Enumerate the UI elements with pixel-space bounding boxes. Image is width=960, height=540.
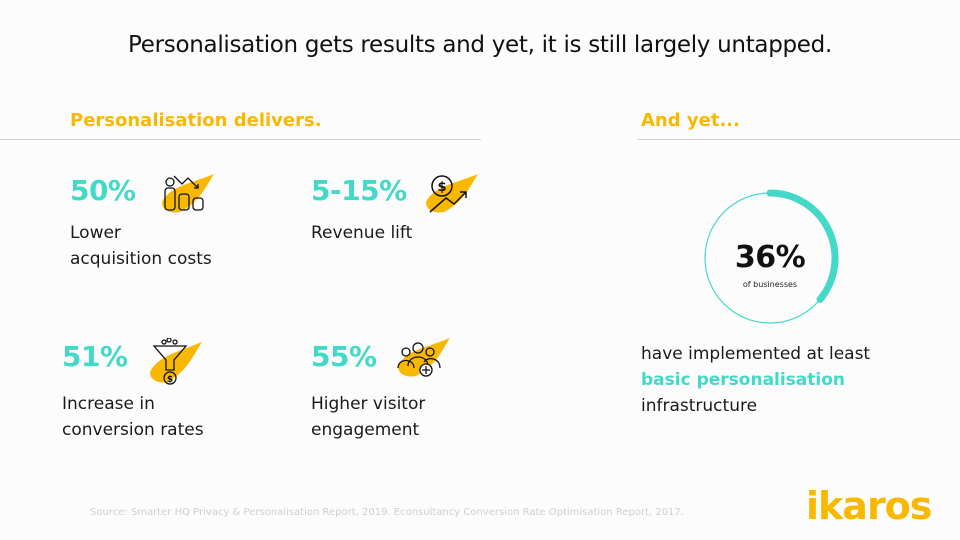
stat-value: 55% [311, 340, 377, 373]
funnel-dollar-icon: $ [150, 338, 202, 385]
left-heading: Personalisation delivers. [70, 110, 322, 131]
ikaros-logo: ikaros [806, 484, 932, 528]
svg-text:$: $ [437, 180, 446, 195]
source-note: Source: Smarter HQ Privacy & Personalisa… [90, 507, 684, 518]
stat-label-line: Higher visitor [311, 394, 426, 414]
slide-title: Personalisation gets results and yet, it… [128, 32, 832, 58]
stat-label-line: engagement [311, 420, 420, 440]
stat-value: 5-15% [311, 174, 407, 207]
right-heading: And yet... [641, 110, 740, 131]
ring-progress-arc [766, 189, 839, 303]
desc-line: infrastructure [641, 396, 758, 416]
stat-label: Lower acquisition costs [70, 220, 270, 272]
stat-label-line: Lower [70, 223, 121, 243]
stat-label-line: Revenue lift [311, 223, 413, 243]
ring-description: have implemented at least basic personal… [641, 341, 870, 419]
stat-value: 51% [62, 340, 128, 373]
users-add-icon [397, 338, 450, 377]
desc-line: have implemented at least [641, 344, 871, 364]
ring-caption: of businesses [742, 280, 798, 289]
dollar-growth-icon: $ [426, 174, 478, 213]
left-divider [0, 139, 481, 140]
ring-value: 36% [734, 240, 806, 275]
stat-value: 50% [70, 174, 136, 207]
stat-label: Higher visitor engagement [311, 391, 511, 443]
progress-ring [704, 189, 839, 324]
desc-highlight: basic personalisation [641, 370, 846, 390]
coins-decline-icon [162, 174, 214, 213]
stat-label-line: conversion rates [62, 420, 204, 440]
right-divider [638, 139, 960, 140]
stat-label: Increase in conversion rates [62, 391, 262, 443]
stat-label-line: acquisition costs [70, 249, 212, 269]
svg-text:$: $ [167, 375, 173, 385]
stat-label-line: Increase in [62, 394, 155, 414]
stat-label: Revenue lift [311, 220, 511, 246]
